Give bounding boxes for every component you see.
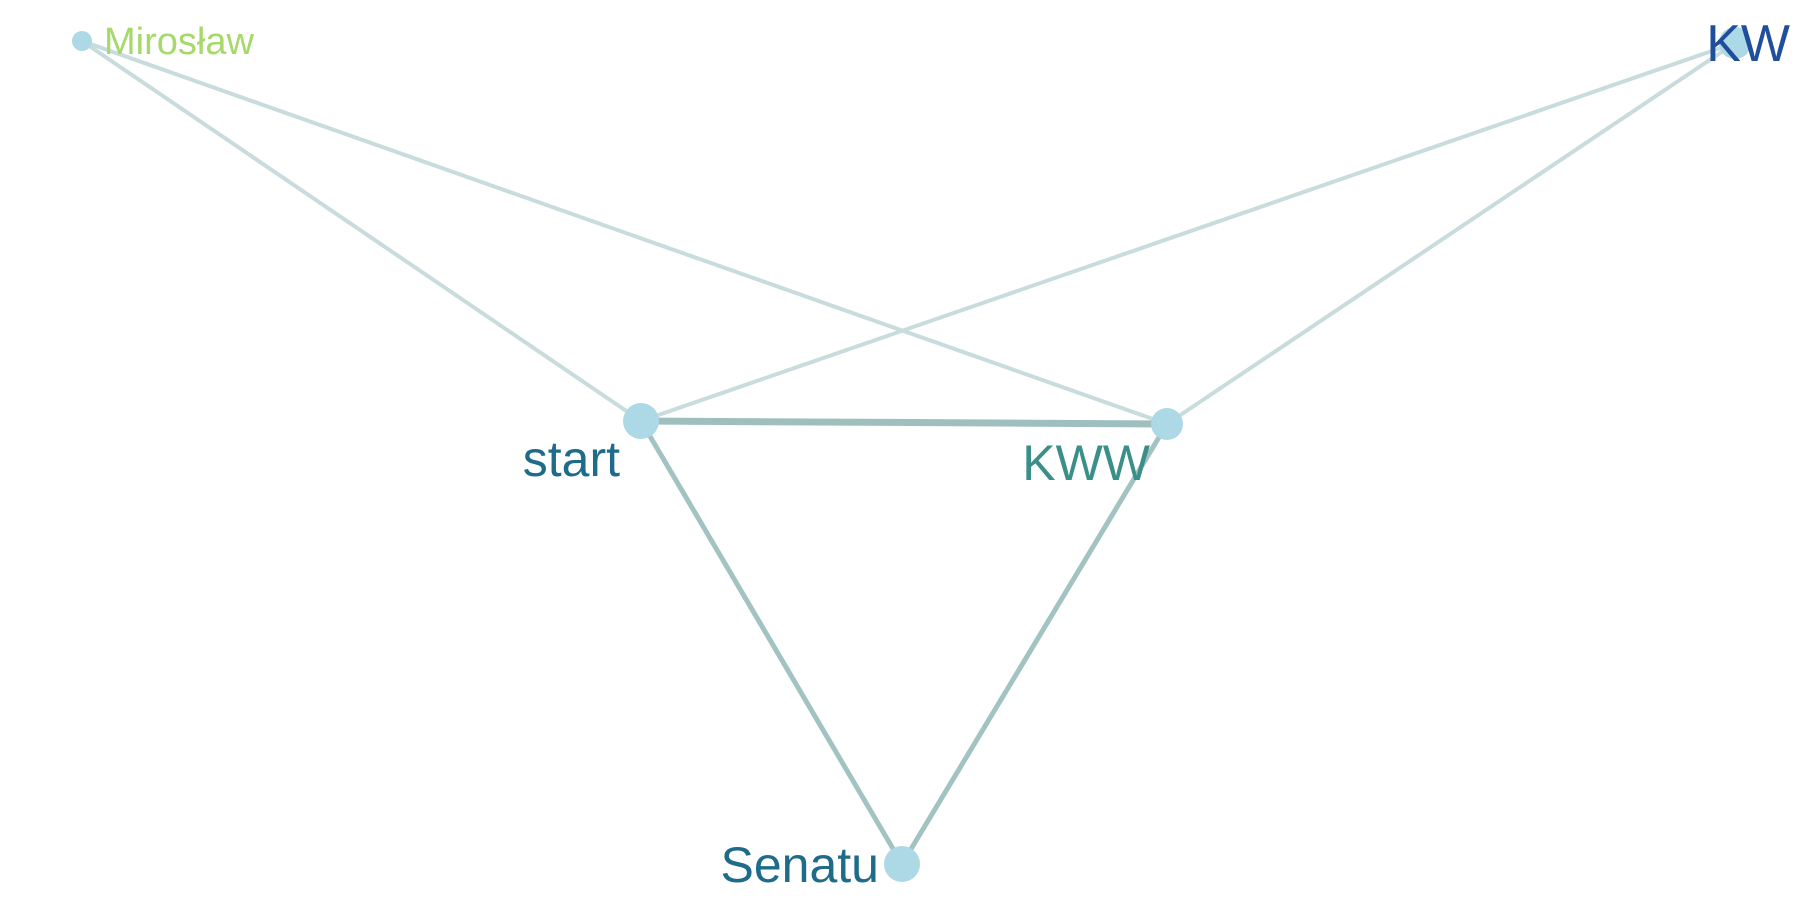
edges-layer <box>80 39 1737 867</box>
edge-start-senatu <box>638 418 905 867</box>
node-label-kww: KWW <box>1022 435 1151 491</box>
node-label-kw: KW <box>1706 15 1790 73</box>
edge-kww-senatu <box>899 421 1170 867</box>
node-label-start: start <box>523 431 620 487</box>
edge-kw-kww <box>1165 41 1737 426</box>
node-start[interactable] <box>623 403 659 439</box>
nodes-layer <box>72 27 1751 882</box>
edge-miroslaw-kww <box>80 39 1169 426</box>
node-kw[interactable] <box>1719 27 1751 59</box>
node-miroslaw[interactable] <box>72 31 92 51</box>
node-kww[interactable] <box>1151 408 1183 440</box>
node-senatu[interactable] <box>884 846 920 882</box>
labels-layer: Mirosław KW start KWW Senatu <box>104 15 1790 893</box>
node-label-miroslaw: Mirosław <box>104 21 254 63</box>
edge-miroslaw-start <box>80 39 643 423</box>
edge-kw-start <box>639 41 1737 423</box>
node-label-senatu: Senatu <box>721 837 879 893</box>
edge-start-kww <box>637 417 1171 428</box>
